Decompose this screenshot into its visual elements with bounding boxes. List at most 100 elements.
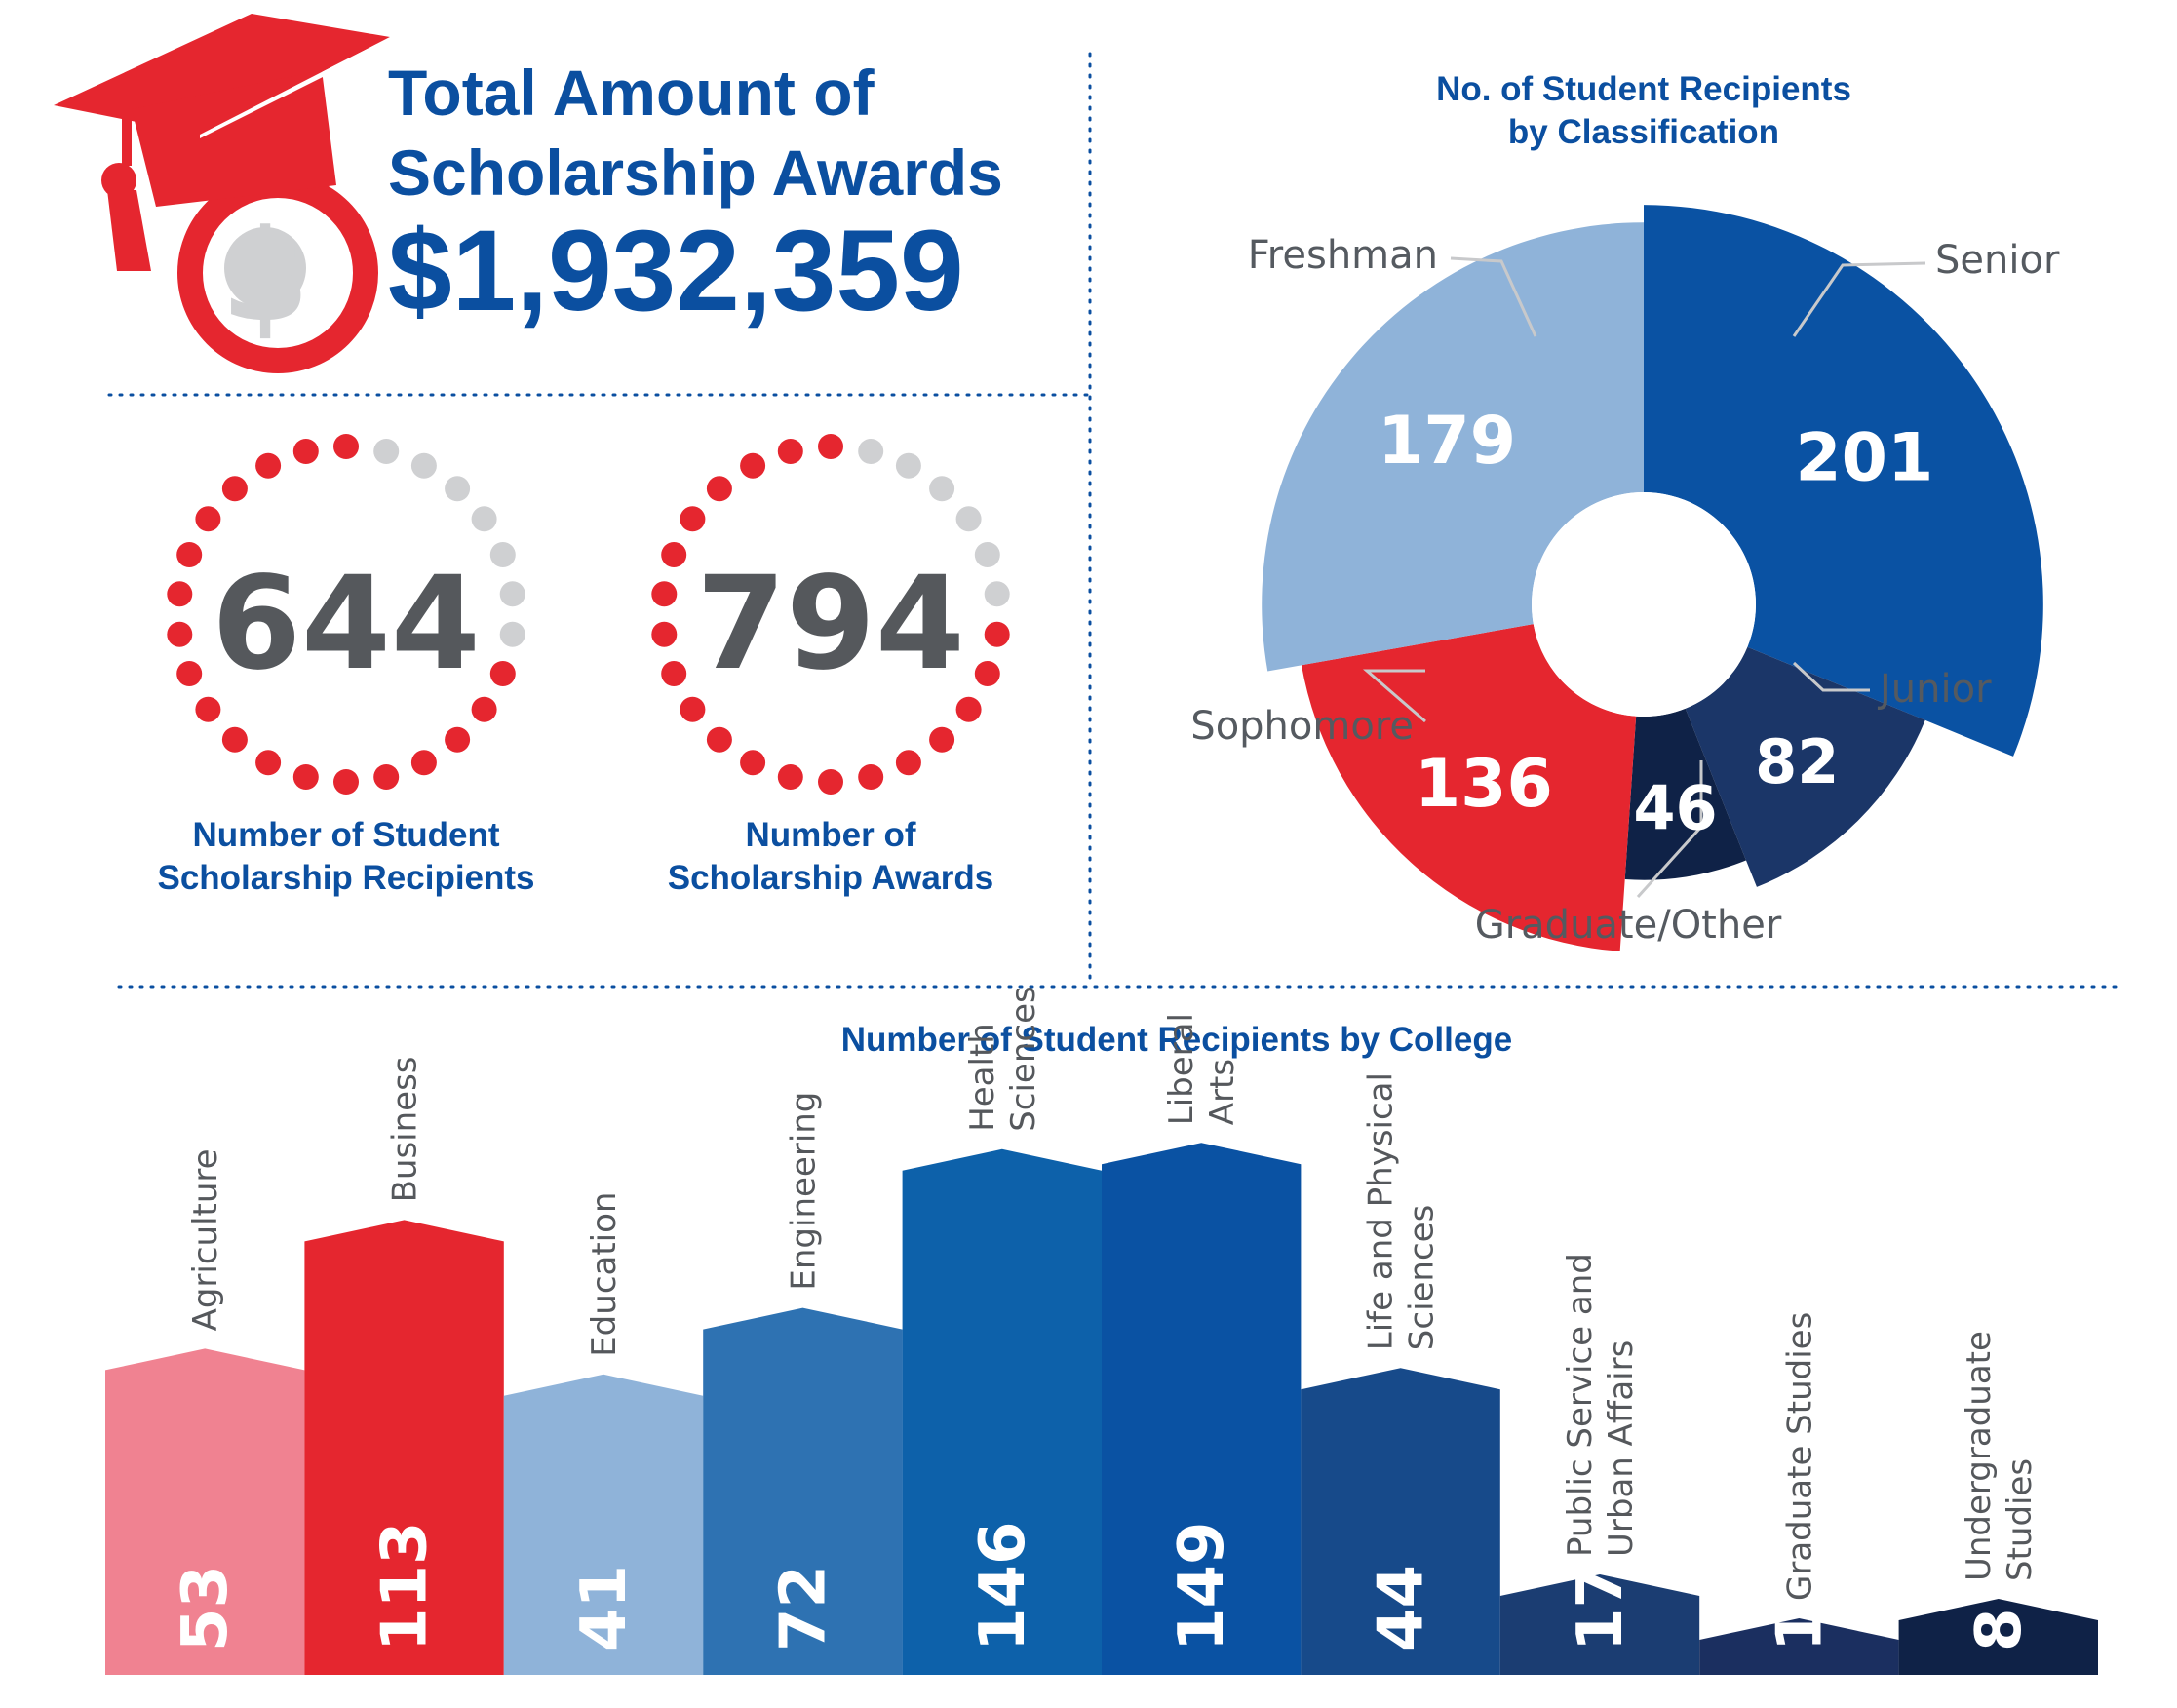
total-amount-title-line1: Total Amount of (388, 57, 875, 129)
college-bar-label: Studies (2001, 1458, 2040, 1581)
classification-chart-title-line1: No. of Student Recipients (1436, 70, 1851, 108)
college-bar-chart: 53 Agriculture 113 Business 41 Education 72 Eng… (105, 986, 2098, 1675)
pie-value-freshman: 179 (1378, 403, 1516, 480)
ring-dot-filled (680, 696, 706, 722)
awards-label-line2: Scholarship Awards (668, 859, 994, 897)
college-bar-undergraduate-studies (1898, 1599, 2098, 1675)
ring-dot-filled (221, 726, 248, 753)
ring-dot-empty (929, 476, 955, 502)
ring-dot-empty (974, 542, 1000, 567)
college-bar-value: 113 (369, 1521, 442, 1651)
total-amount-title-line2: Scholarship Awards (388, 136, 1003, 209)
college-bar-value: 72 (767, 1565, 839, 1651)
pie-slice-sophomore (1301, 624, 1637, 951)
awards-dot-ring (651, 434, 1010, 795)
college-bar-value: 1 (1764, 1608, 1836, 1651)
ring-dot-filled (680, 506, 706, 532)
ring-dot-filled (984, 621, 1010, 647)
college-bar-label: Liberal (1162, 1013, 1201, 1125)
ring-dot-filled (740, 452, 766, 479)
leader-line (1792, 661, 1870, 692)
ring-dot-filled (195, 506, 221, 532)
ring-dot-filled (706, 476, 732, 502)
ring-dot-filled (292, 439, 319, 464)
ring-dot-filled (333, 769, 359, 795)
ring-dot-empty (984, 581, 1010, 607)
ring-dot-filled (292, 764, 319, 790)
ring-dot-empty (499, 621, 525, 647)
ring-dot-empty (445, 476, 471, 502)
ring-dot-filled (221, 476, 248, 502)
ring-dot-filled (489, 661, 516, 686)
pie-label-graduate-other: Graduate/Other (1475, 903, 1782, 948)
ring-dot-filled (706, 726, 732, 753)
ring-dot-empty (955, 506, 982, 532)
college-bar-value: 44 (1366, 1565, 1438, 1651)
ring-dot-filled (167, 621, 193, 647)
classification-chart-title-line2: by Classification (1508, 113, 1779, 151)
leader-line (1450, 256, 1537, 337)
college-bar-value: 53 (170, 1565, 242, 1651)
pie-label-freshman: Freshman (1248, 233, 1438, 278)
college-bar-label: Arts (1203, 1059, 1242, 1125)
ring-dot-filled (255, 750, 282, 776)
ring-dot-filled (333, 434, 359, 459)
college-bar-label: Engineering (784, 1092, 823, 1291)
pie-value-junior: 82 (1755, 726, 1839, 797)
ring-dot-filled (195, 696, 221, 722)
ring-dot-empty (373, 439, 400, 464)
leader-line (1362, 669, 1426, 723)
ring-dot-filled (471, 696, 497, 722)
pie-label-junior: Junior (1877, 667, 1992, 712)
ring-dot-filled (445, 726, 471, 753)
ring-dot-filled (740, 750, 766, 776)
college-bar-label: Graduate Studies (1780, 1312, 1819, 1601)
college-chart-title: Number of Student Recipients by College (841, 1021, 1512, 1059)
college-bar-label: Undergraduate (1960, 1331, 1999, 1581)
ring-dot-filled (167, 581, 193, 607)
college-bar-value: 146 (967, 1521, 1039, 1651)
ring-dot-filled (176, 661, 203, 686)
pie-value-senior: 201 (1795, 419, 1933, 496)
recipients-label-line1: Number of Student (193, 816, 500, 854)
ring-dot-empty (471, 506, 497, 532)
recipients-dot-ring (167, 434, 525, 795)
graduation-cap-dollar-icon: $ (54, 14, 390, 373)
pie-label-senior: Senior (1935, 238, 2060, 283)
ring-dot-filled (651, 621, 678, 647)
classification-values: 201 82 46 136 179 (1378, 403, 1933, 844)
pie-slice-graduate-other (1624, 708, 1746, 880)
ring-dot-filled (895, 750, 921, 776)
college-bar-value: 8 (1963, 1608, 2036, 1651)
ring-dot-filled (651, 581, 678, 607)
college-bar-engineering (703, 1307, 903, 1675)
ring-dot-filled (661, 661, 687, 686)
pie-value-graduate-other: 46 (1633, 772, 1717, 843)
ring-dot-filled (176, 542, 203, 567)
college-bar-value: 17 (1565, 1565, 1637, 1651)
pie-slice-freshman (1262, 222, 1644, 672)
dollar-symbol: $ (221, 202, 309, 350)
ring-dot-filled (818, 769, 843, 795)
ring-dot-filled (255, 452, 282, 479)
ring-dot-filled (974, 661, 1000, 686)
ring-dot-filled (818, 434, 843, 459)
ring-dot-filled (929, 726, 955, 753)
ring-dot-filled (777, 764, 803, 790)
ring-dot-filled (373, 764, 400, 790)
college-bar-life-and-physical-sciences (1301, 1368, 1500, 1675)
ring-dot-filled (858, 764, 884, 790)
pie-center-hole (1532, 492, 1756, 717)
leader-line (1792, 261, 1926, 337)
ring-dot-filled (955, 696, 982, 722)
college-bar-education (503, 1374, 704, 1675)
college-bar-label: Public Service and (1561, 1253, 1600, 1557)
college-bar-label: Life and Physical (1362, 1072, 1401, 1350)
pie-slice-senior (1644, 205, 2043, 757)
classification-leader-lines (1362, 256, 1926, 899)
college-bar-agriculture (105, 1348, 305, 1675)
college-bar-label: Education (585, 1192, 624, 1357)
classification-pie (1262, 205, 2043, 951)
college-bar-health-sciences (902, 1148, 1102, 1675)
